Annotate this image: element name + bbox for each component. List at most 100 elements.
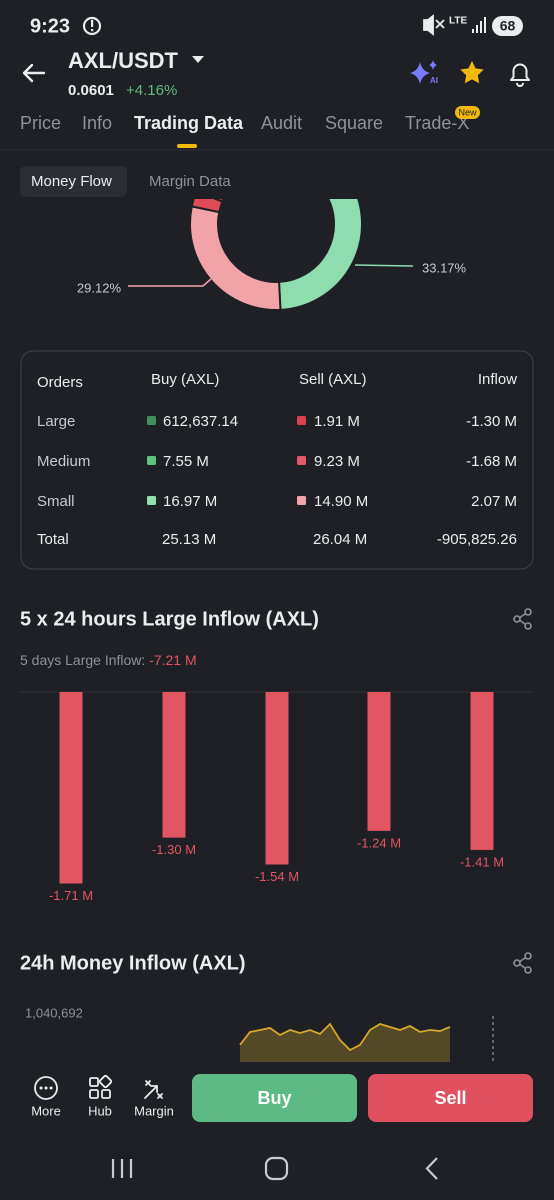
- donut-labels: 33.17% 29.12%: [77, 260, 467, 295]
- battery-pill: [492, 16, 523, 36]
- mute-icon: [423, 14, 445, 36]
- section-title: 24h Money Inflow (AXL): [20, 952, 246, 974]
- new-badge: [455, 106, 480, 119]
- donut-segment: [277, 199, 363, 311]
- inflow-bars: -1.71 M -1.30 M -1.54 M -1.24 M -1.41 M: [49, 692, 504, 903]
- row-label: Medium: [37, 453, 90, 470]
- buy-button[interactable]: [192, 1074, 357, 1122]
- donut-label: 33.17%: [422, 260, 467, 275]
- color-dot: [147, 456, 156, 465]
- nav-label[interactable]: More: [31, 1103, 61, 1118]
- alert-icon-dot: [91, 29, 94, 32]
- donut-segment: [189, 205, 282, 311]
- subtab[interactable]: Margin Data: [149, 173, 231, 190]
- table-cell: -905,825.26: [437, 531, 517, 548]
- share-button[interactable]: [513, 952, 532, 974]
- color-dot: [297, 456, 306, 465]
- tab[interactable]: Info: [82, 113, 112, 133]
- bar: [470, 692, 494, 850]
- back-button[interactable]: [22, 63, 46, 83]
- sell-label[interactable]: Sell: [434, 1088, 466, 1108]
- bar-label: -1.24 M: [357, 835, 401, 850]
- more-icon[interactable]: [34, 1076, 58, 1100]
- subtitle-value: -7.21 M: [149, 652, 196, 668]
- tab-bar: Price Info Trading Data Audit Square Trade-X: [20, 113, 469, 133]
- ai-button[interactable]: [410, 60, 437, 84]
- tab[interactable]: Price: [20, 113, 61, 133]
- tab[interactable]: Square: [325, 113, 383, 133]
- leader-line: [128, 278, 212, 287]
- price: 0.0601: [68, 82, 114, 99]
- notification-button[interactable]: [510, 63, 530, 87]
- color-dot: [147, 416, 156, 425]
- bar: [162, 692, 186, 838]
- bar: [265, 692, 289, 865]
- new-badge-text: New: [458, 107, 477, 117]
- column-header: Buy (AXL): [151, 371, 219, 388]
- row-label: Large: [37, 413, 75, 430]
- bar-label: -1.41 M: [460, 854, 504, 869]
- buy-label[interactable]: Buy: [257, 1088, 291, 1108]
- home-button[interactable]: [264, 1156, 289, 1181]
- color-dot: [297, 416, 306, 425]
- subtab-bar: Money Flow Margin Data: [20, 166, 231, 197]
- network-type: LTE: [449, 16, 467, 27]
- column-header: Sell (AXL): [299, 371, 367, 388]
- active-tab-indicator: [177, 144, 197, 148]
- table-cell: -1.68 M: [466, 453, 517, 470]
- y-tick-label: 1,040,692: [25, 1005, 83, 1020]
- status-time: 9:23: [30, 15, 70, 37]
- alert-icon-mark: [91, 20, 94, 27]
- nav-label[interactable]: Margin: [134, 1103, 174, 1118]
- recents-button[interactable]: [111, 1159, 133, 1178]
- tab[interactable]: Trade-X: [405, 113, 469, 133]
- alert-icon: [82, 16, 102, 36]
- pair-name[interactable]: AXL/USDT: [68, 48, 179, 73]
- sell-button[interactable]: [368, 1074, 533, 1122]
- table-cell: 9.23 M: [314, 453, 360, 470]
- donut-label: 29.12%: [77, 280, 122, 295]
- battery-level: 68: [500, 18, 516, 34]
- table-cell: 1.91 M: [314, 413, 360, 430]
- table-cell: 2.07 M: [471, 493, 517, 510]
- ai-badge: AI: [430, 76, 438, 85]
- tab[interactable]: Trading Data: [134, 113, 244, 133]
- back-nav-button[interactable]: [425, 1157, 438, 1180]
- donut-segment: [213, 199, 225, 203]
- table-cell: 25.13 M: [162, 531, 216, 548]
- leader-line: [354, 264, 414, 267]
- row-label: Small: [37, 493, 75, 510]
- tab[interactable]: Audit: [261, 113, 302, 133]
- subtitle-label: 5 days Large Inflow:: [20, 652, 149, 668]
- column-header: Inflow: [478, 371, 517, 388]
- orders-table: Orders Buy (AXL) Sell (AXL) Inflow Large 612,…: [37, 371, 517, 548]
- price-change: +4.16%: [126, 82, 177, 99]
- bar-label: -1.54 M: [255, 869, 299, 884]
- subtab-active-bg: [20, 166, 127, 197]
- bar: [59, 692, 83, 884]
- column-header: Orders: [37, 374, 83, 391]
- signal-icon: [472, 17, 486, 33]
- subtab[interactable]: Money Flow: [31, 173, 112, 190]
- color-dot: [147, 496, 156, 505]
- section-title: 5 x 24 hours Large Inflow (AXL): [20, 608, 319, 630]
- table-cell: -1.30 M: [466, 413, 517, 430]
- row-label: Total: [37, 531, 69, 548]
- table-cell: 7.55 M: [163, 453, 209, 470]
- share-button[interactable]: [513, 608, 532, 630]
- table-cell: 26.04 M: [313, 531, 367, 548]
- table-cell: 16.97 M: [163, 493, 217, 510]
- table-cell: 14.90 M: [314, 493, 368, 510]
- bar-label: -1.71 M: [49, 888, 93, 903]
- orders-table-frame: [20, 350, 534, 570]
- area-line: [239, 1022, 451, 1052]
- nav-label[interactable]: Hub: [88, 1103, 112, 1118]
- money-flow-donut: [189, 199, 363, 311]
- chart-subtitle: 5 days Large Inflow: -7.21 M: [20, 652, 197, 668]
- bottom-nav: More Hub Margin: [31, 1103, 174, 1118]
- pair-dropdown[interactable]: [192, 56, 204, 63]
- hub-icon[interactable]: [89, 1074, 113, 1099]
- margin-icon[interactable]: [144, 1080, 163, 1099]
- favorite-button[interactable]: [460, 61, 484, 84]
